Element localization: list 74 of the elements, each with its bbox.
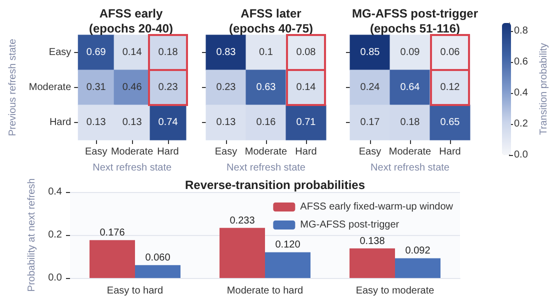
data-label: 0.12 [440,82,460,93]
color-bar-title: Transition probability [538,43,550,135]
bar [220,228,265,278]
data-label: 0.092 [405,246,431,257]
x-tick-label: Easy [358,146,382,158]
data-label: 0.14 [122,47,142,58]
x-tick-label: Hard [295,146,317,158]
y-axis-title: Probability at next refresh [26,178,38,292]
color-bar-label: 0.4 [514,87,528,98]
data-label: 0.1 [259,47,274,58]
chart-title: AFSS early (epochs 20-40) [88,6,174,36]
color-bar-label: 0.6 [514,56,528,68]
x-tick-label: Easy [214,146,238,158]
data-label: 0.14 [296,82,316,93]
color-bar-label: 0.0 [514,150,528,160]
data-label: 0.17 [360,117,380,128]
x-tick-label: Easy [85,146,108,158]
data-label: 0.83 [216,47,236,58]
x-tick-label: Moderate to hard [226,286,304,296]
chart-title: MG-AFSS post-trigger (epochs 51-116) [352,6,478,36]
data-label: 0.18 [158,47,178,58]
data-label: 0.24 [360,82,380,93]
y-axis-title: Previous refresh state [8,38,18,136]
x-tick-label: Easy to hard [106,286,164,296]
data-label: 0.69 [86,47,106,58]
data-label: 0.18 [400,117,420,128]
data-label: 0.08 [296,47,316,58]
color-bar-label: 0.8 [514,25,528,36]
x-tick-label: Easy to moderate [356,286,435,296]
chart-title: Reverse-transition probabilities [184,178,366,192]
data-label: 0.06 [440,47,460,58]
data-label: 0.63 [256,82,276,93]
data-label: 0.233 [230,215,256,226]
x-tick-label: Hard [439,146,461,158]
data-label: 0.31 [86,82,106,93]
data-label: 0.120 [275,240,301,251]
y-tick-label: 0.0 [48,272,62,284]
y-tick-label: Hard [49,117,72,128]
x-axis-title: Next refresh state [92,162,172,174]
x-axis-title: Next refresh state [226,162,306,174]
data-label: 0.13 [86,117,106,128]
data-label: 0.060 [145,252,171,264]
data-label: 0.13 [122,117,142,128]
data-label: 0.71 [296,117,316,128]
y-tick-label: Moderate [28,82,72,93]
y-tick-label: 0.4 [48,186,62,198]
legend-label: AFSS early fixed-warm-up window [300,202,454,212]
chart-title: AFSS later (epochs 40-75) [228,6,314,36]
data-label: 0.176 [100,228,126,239]
y-tick-label: Easy [48,47,72,58]
data-label: 0.16 [256,117,276,128]
bar [395,258,440,278]
data-label: 0.65 [440,117,460,128]
legend-label: MG-AFSS post-trigger [300,220,400,230]
x-tick-label: Moderate [110,146,154,158]
y-tick-label: 0.2 [48,230,62,240]
x-axis-title: Next refresh state [370,162,450,174]
x-tick-label: Moderate [244,146,288,158]
x-tick-label: Moderate [388,146,432,158]
data-label: 0.13 [216,117,236,128]
data-label: 0.09 [400,47,420,58]
data-label: 0.85 [360,47,380,58]
x-tick-label: Hard [157,146,179,158]
data-label: 0.23 [158,82,178,93]
data-label: 0.138 [360,236,386,247]
bar [135,265,180,278]
data-label: 0.74 [158,117,178,128]
bar [90,240,135,278]
data-label: 0.46 [122,82,142,93]
color-bar-label: 0.2 [514,118,528,130]
bar [350,248,395,278]
data-label: 0.23 [216,82,236,93]
bar [265,252,310,278]
data-label: 0.64 [400,82,420,93]
